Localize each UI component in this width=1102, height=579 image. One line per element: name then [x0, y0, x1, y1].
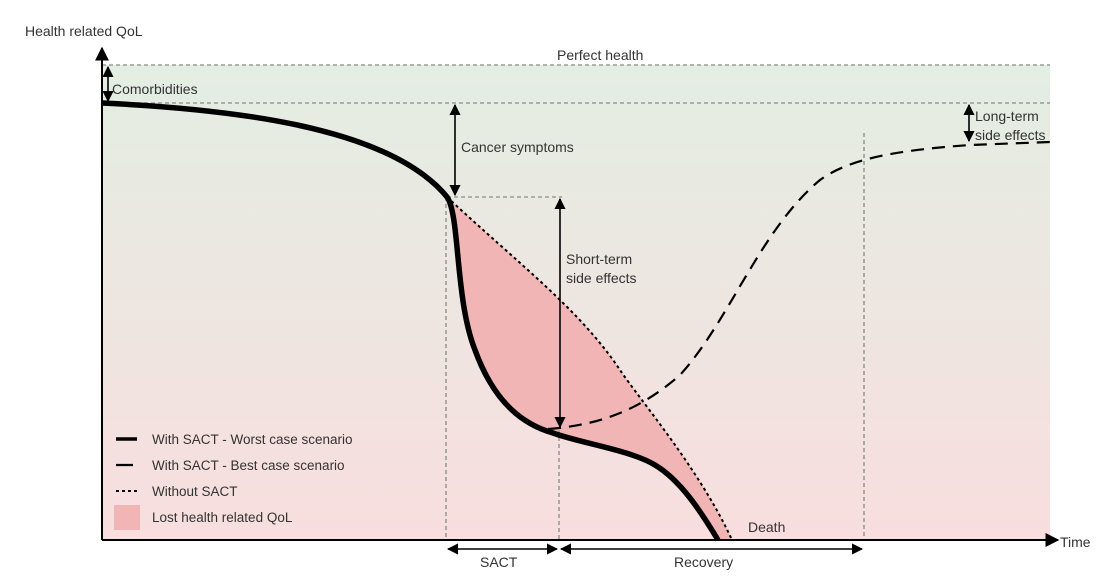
long-term-label-line1: Long-term: [975, 108, 1039, 124]
legend-label-lost-qol: Lost health related QoL: [152, 510, 293, 525]
comorbidities-label: Comorbidities: [112, 81, 198, 97]
plot-background: [102, 65, 1050, 540]
death-label: Death: [748, 519, 785, 535]
recovery-phase-label: Recovery: [674, 554, 733, 570]
y-axis-label: Health related QoL: [25, 23, 143, 39]
perfect-health-label: Perfect health: [557, 47, 643, 63]
legend-label-without-sact: Without SACT: [152, 484, 238, 499]
short-term-label-line2: side effects: [566, 270, 637, 286]
legend-label-best-case: With SACT - Best case scenario: [152, 458, 345, 473]
legend: With SACT - Worst case scenario With SAC…: [114, 432, 353, 530]
short-term-label-line1: Short-term: [566, 251, 632, 267]
cancer-symptoms-label: Cancer symptoms: [461, 139, 574, 155]
without-sact-curve: [446, 196, 733, 541]
long-term-label-line2: side effects: [975, 127, 1046, 143]
x-axis-label: Time: [1060, 534, 1091, 550]
sact-phase-label: SACT: [480, 554, 518, 570]
lost-qol-region: [447, 197, 732, 540]
worst-case-curve: [101, 100, 721, 542]
legend-swatch-lost-qol: [114, 505, 140, 530]
legend-label-worst-case: With SACT - Worst case scenario: [152, 432, 353, 447]
